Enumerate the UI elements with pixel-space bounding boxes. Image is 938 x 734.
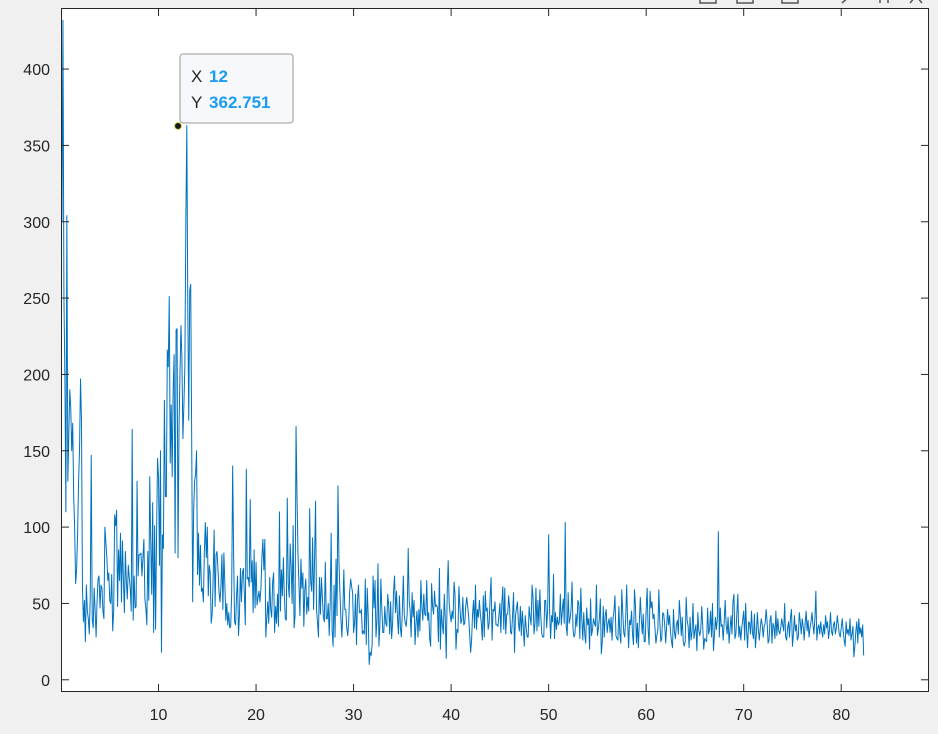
y-tick-label: 350 xyxy=(23,138,50,155)
toolbar-export-icon[interactable] xyxy=(699,0,717,4)
x-tick-label: 80 xyxy=(832,707,850,724)
toolbar-pan-icon[interactable] xyxy=(841,0,850,4)
y-tick-label: 300 xyxy=(23,215,50,232)
x-tick-label: 10 xyxy=(150,707,168,724)
datatip[interactable]: X 12 Y 362.751 xyxy=(174,53,294,130)
y-tick-label: 100 xyxy=(23,520,50,537)
y-tick-label: 150 xyxy=(23,444,50,461)
toolbar-home-icon[interactable] xyxy=(909,0,923,4)
y-tick-label: 250 xyxy=(23,291,50,308)
datatip-x-key: X xyxy=(191,67,202,86)
y-axis: 0 50 100 150 200 250 300 350 400 xyxy=(23,62,929,690)
x-tick-label: 60 xyxy=(637,707,655,724)
datatip-x-value: 12 xyxy=(209,67,228,86)
y-tick-label: 200 xyxy=(23,367,50,384)
axes-toolbar[interactable] xyxy=(699,0,923,4)
series-layer xyxy=(61,8,865,666)
datatip-box xyxy=(179,53,294,124)
x-tick-label: 50 xyxy=(540,707,558,724)
y-tick-label: 0 xyxy=(41,673,50,690)
x-tick-label: 70 xyxy=(735,707,753,724)
datatip-y-key: Y xyxy=(191,93,202,112)
x-tick-label: 20 xyxy=(247,707,265,724)
datatip-y-value: 362.751 xyxy=(209,93,270,112)
series-line-1[interactable] xyxy=(61,8,865,666)
toolbar-datatip-icon[interactable] xyxy=(781,0,799,4)
x-tick-label: 30 xyxy=(345,707,363,724)
x-tick-label: 40 xyxy=(442,707,460,724)
y-tick-label: 50 xyxy=(32,596,50,613)
toolbar-zoom-icon[interactable] xyxy=(879,0,889,3)
datatip-marker[interactable] xyxy=(174,121,183,130)
y-tick-label: 400 xyxy=(23,62,50,79)
axes-box xyxy=(61,8,929,692)
x-axis: 10 20 30 40 50 60 70 80 xyxy=(150,8,850,724)
toolbar-brush-icon[interactable] xyxy=(736,0,754,4)
